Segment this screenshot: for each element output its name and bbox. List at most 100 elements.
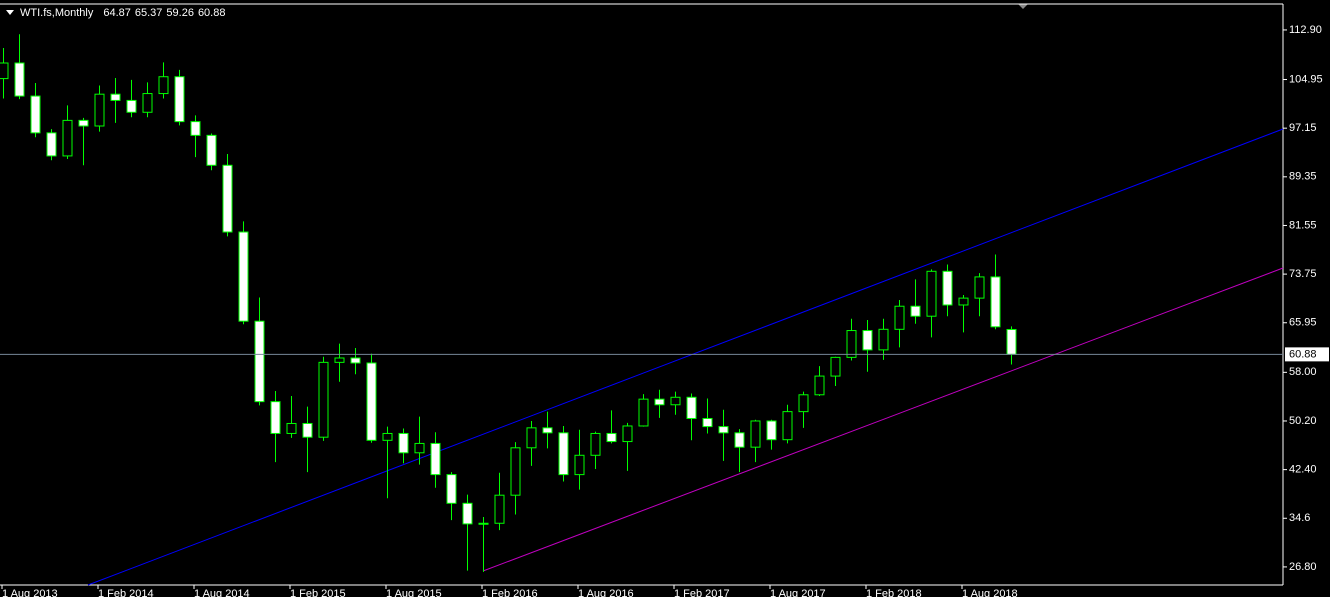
y-tick-label: 81.55 [1289,219,1317,231]
candle-body [222,164,233,233]
candle-body [206,134,217,166]
candle-body [1006,328,1017,355]
x-tick-label: 1 Aug 2018 [962,588,1018,597]
candle-body [302,422,313,438]
candle-body [782,411,793,441]
candle-body [926,270,937,317]
candle-body [494,494,505,524]
x-tick-label: 1 Feb 2017 [674,588,730,597]
candle-body [606,432,617,443]
candle-body [542,427,553,434]
current-price-box [1285,347,1329,362]
y-tick-label: 97.15 [1289,122,1317,134]
candle-body [78,119,89,127]
candle-body [974,276,985,299]
y-tick-label: 58.00 [1289,366,1317,378]
open-value: 64.87 [103,7,131,19]
candle-body [878,328,889,351]
menu-arrow[interactable] [6,10,14,15]
candle-body [366,362,377,441]
candle-body [414,442,425,454]
candle-body [766,420,777,441]
candle-body [382,432,393,441]
candle-body [894,305,905,330]
candle-body [862,330,873,351]
candle-body [286,422,297,434]
candle-body [798,394,809,413]
channel-upper-line [87,128,1284,586]
candle-body [526,427,537,449]
candle-body [446,474,457,504]
candle-body [846,330,857,358]
candle-body [126,99,137,113]
x-tick-label: 1 Aug 2016 [578,588,634,597]
candle-body [174,76,185,123]
candle-body [478,522,489,525]
y-tick-label: 65.95 [1289,317,1317,329]
candle-body [398,432,409,454]
candle-body [190,121,201,136]
candle-body [254,320,265,403]
y-tick-label: 73.75 [1289,268,1317,280]
candle-body [590,432,601,456]
candle-body [558,432,569,476]
candle-body [334,357,345,363]
y-tick-label: 89.35 [1289,171,1317,183]
close-value: 60.88 [198,7,226,19]
candle-body [654,398,665,406]
candle-body [350,357,361,364]
x-tick-label: 1 Aug 2013 [2,588,58,597]
candle-body [718,426,729,434]
x-tick-label: 1 Feb 2018 [866,588,922,597]
y-tick-label: 112.90 [1289,24,1322,36]
candle-body [622,425,633,443]
candle-body [990,276,1001,328]
candle-body [750,420,761,448]
x-tick-label: 1 Aug 2017 [770,588,826,597]
y-tick-label: 50.20 [1289,415,1317,427]
candle-body [0,62,9,80]
candle-body [942,270,953,306]
candle-body [958,297,969,306]
x-tick-label: 1 Feb 2015 [290,588,346,597]
y-tick-label: 26.80 [1289,561,1317,573]
candle-body [270,401,281,434]
candle-body [46,132,57,157]
y-tick-label: 42.40 [1289,464,1317,476]
candle-body [734,432,745,448]
candle-body [702,417,713,428]
candle-body [510,447,521,496]
candle-body [110,93,121,101]
candle-body [462,502,473,525]
candle-body [158,76,169,95]
shift-marker [1018,4,1028,9]
candle-body [910,305,921,317]
high-value: 65.37 [135,7,163,19]
candle-body [94,93,105,127]
x-tick-label: 1 Feb 2014 [98,588,154,597]
candle-body [318,361,329,438]
candle-body [686,396,697,419]
channel-lower-line [482,267,1284,572]
candle-body [30,95,41,134]
candle-body [14,62,25,97]
candle-body [638,398,649,427]
symbol-title: WTI.fs,Monthly [20,7,94,19]
candle-body [830,356,841,377]
candle-body [142,93,153,113]
candle-body [574,454,585,476]
candle-body [62,119,73,157]
y-tick-label: 104.95 [1289,73,1323,85]
x-tick-label: 1 Aug 2014 [194,588,250,597]
y-tick-label: 34.6 [1289,512,1310,524]
low-value: 59.26 [166,7,194,19]
candle-body [814,375,825,396]
candle-body [430,442,441,476]
candle-body [670,396,681,406]
candle-body [238,231,249,322]
x-tick-label: 1 Feb 2016 [482,588,538,597]
x-tick-label: 1 Aug 2015 [386,588,442,597]
